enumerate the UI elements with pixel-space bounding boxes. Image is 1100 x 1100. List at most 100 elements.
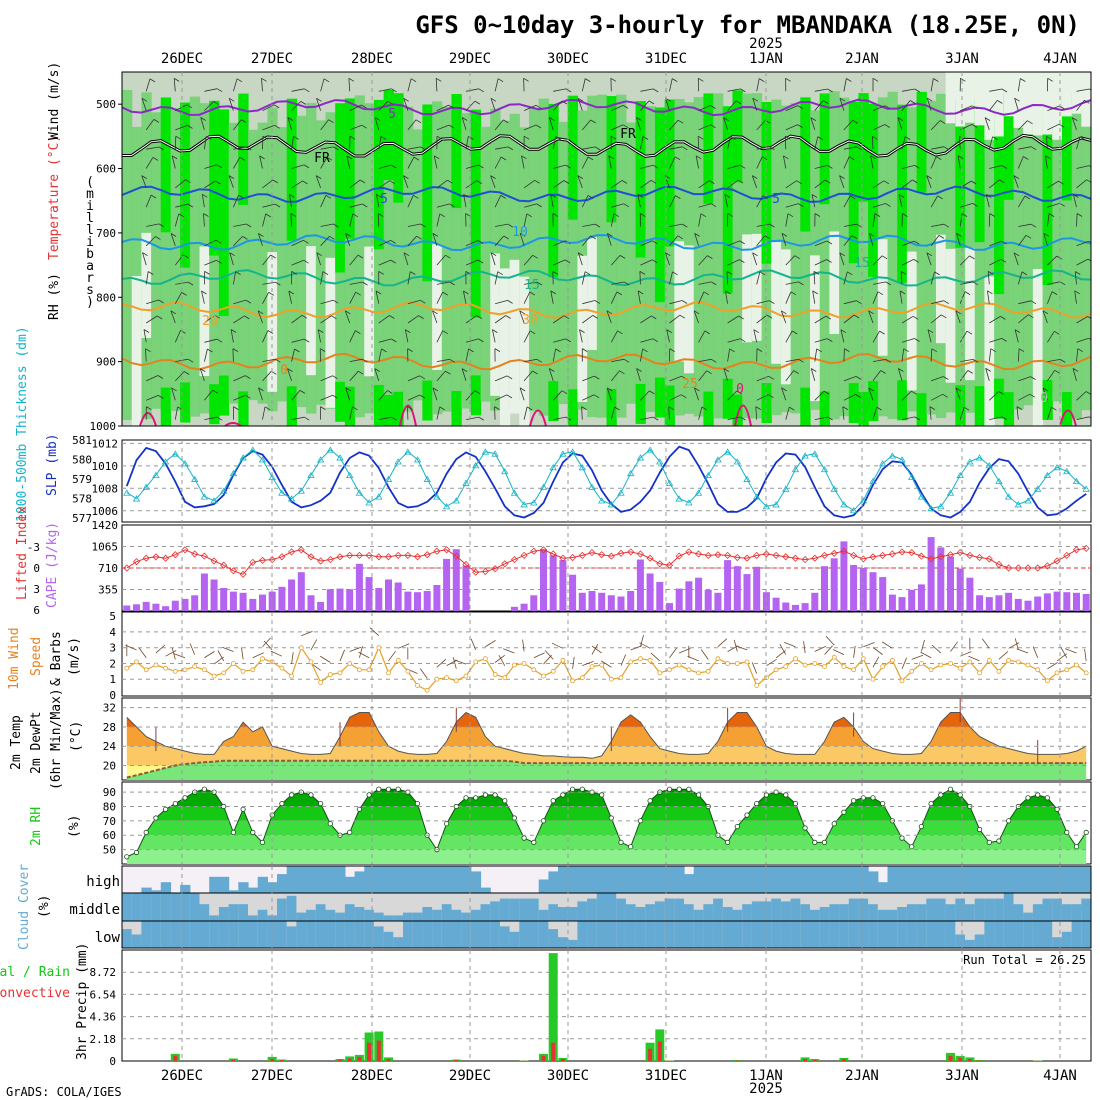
cloud-cell	[664, 866, 675, 893]
wind-barb-flag	[909, 100, 916, 104]
rh-fill-cell	[945, 248, 956, 383]
wind-barb-flag	[555, 136, 561, 140]
wind-barb	[752, 252, 758, 266]
contour-label: 0	[736, 382, 744, 397]
wind-barb-flag	[985, 368, 991, 372]
wind-barb-flag	[914, 416, 921, 421]
wind-barb	[1076, 348, 1079, 362]
wind-barb	[403, 175, 409, 189]
wind-speed-marker	[434, 676, 440, 682]
wind-barb	[637, 290, 641, 304]
cloud-bg-cell	[1023, 893, 1034, 921]
cloud-cell	[238, 904, 249, 921]
wind-speed-marker	[570, 678, 575, 684]
cape-bar	[578, 592, 586, 611]
cloud-cell	[1061, 904, 1073, 921]
wind-barb-flag	[681, 375, 687, 380]
cloud-cell	[887, 866, 898, 893]
wind-barb	[146, 299, 159, 305]
wind-barb	[989, 338, 1002, 343]
thickness-marker	[229, 469, 238, 477]
li-marker	[452, 552, 460, 560]
panel-7-frame	[121, 865, 1092, 949]
wind-barb	[959, 330, 968, 343]
wind-barb-flag	[874, 213, 881, 217]
precip-conv-bar	[648, 1048, 653, 1061]
wind-barb-flag	[898, 368, 904, 372]
wind-barb-flag	[141, 97, 148, 102]
cloud-cell	[800, 921, 811, 948]
wind-barb	[407, 195, 414, 208]
wind-barb	[463, 290, 467, 304]
cloud-cell	[151, 893, 162, 921]
y-tick-label: 579	[72, 473, 92, 486]
wind-barb-flag	[619, 370, 625, 375]
cape-bar	[152, 603, 160, 611]
wind-barb	[930, 271, 935, 285]
wind-barb-flag	[784, 135, 791, 140]
thickness-marker	[1024, 497, 1032, 504]
wind-barb-flag	[781, 387, 787, 392]
wind-barb	[839, 252, 845, 266]
wind-barb-flag	[623, 124, 629, 129]
li-marker	[404, 551, 412, 559]
wind-barb-flag	[956, 232, 962, 237]
wind-barb	[581, 235, 592, 247]
wind-barb	[320, 119, 329, 131]
wind-barb-flag	[885, 203, 891, 207]
wind-barb-flag	[333, 146, 339, 151]
li-marker	[307, 553, 315, 561]
wind-barb	[436, 213, 441, 227]
surface-wind-barb	[872, 647, 883, 655]
cape-bar	[598, 592, 606, 611]
wind-barb	[200, 117, 205, 131]
wind-barb	[407, 146, 421, 150]
thickness-marker	[423, 475, 431, 482]
cape-bar	[1005, 592, 1013, 611]
cloud-bg-cell	[335, 893, 346, 921]
wind-barb	[1043, 233, 1048, 246]
panel-4-frame	[121, 611, 1092, 697]
wind-barb	[170, 310, 176, 324]
cloud-cell	[383, 866, 394, 893]
cloud-cell	[810, 921, 821, 948]
surface-wind-barb	[263, 640, 273, 651]
wind-barb	[1076, 88, 1090, 92]
wind-barb-flag	[681, 300, 688, 304]
wind-barb	[407, 375, 420, 382]
wind-barb	[1047, 291, 1053, 304]
cloud-cell	[761, 866, 772, 893]
wind-barb	[374, 117, 380, 131]
wind-barb-flag	[439, 213, 446, 218]
cape-bar	[268, 591, 276, 611]
wind-speed-marker	[1015, 659, 1021, 665]
wind-barb	[320, 157, 328, 169]
y-tick-label: 1012	[92, 437, 119, 450]
magenta-contour	[1059, 409, 1077, 426]
wind-barb	[843, 235, 853, 247]
cloud-bg-cell	[267, 893, 278, 921]
wind-barb	[550, 290, 554, 304]
rh-fill-cell	[761, 383, 772, 424]
wind-barb-flag	[622, 105, 629, 109]
wind-barb	[901, 338, 915, 343]
cloud-cell	[616, 866, 627, 893]
cloud-cell	[1003, 893, 1015, 921]
li-marker	[1043, 562, 1051, 570]
wind-barb-flag	[239, 156, 246, 161]
wind-barb	[523, 255, 534, 266]
wind-speed-marker	[347, 661, 353, 666]
thickness-marker	[530, 499, 538, 506]
cloud-cell	[461, 866, 472, 893]
rh-fill-cell	[1003, 392, 1015, 426]
wind-barb-flag	[361, 124, 368, 129]
thickness-marker	[501, 467, 509, 475]
cloud-cell	[248, 921, 259, 948]
wind-barb	[204, 314, 215, 324]
wind-barb-flag	[723, 117, 729, 121]
cloud-cell	[984, 921, 995, 948]
wind-barb-flag	[698, 77, 704, 82]
cloud-bg-cell	[877, 893, 889, 921]
wind-barb-flag	[987, 271, 994, 275]
wind-barb-flag	[1001, 88, 1008, 93]
